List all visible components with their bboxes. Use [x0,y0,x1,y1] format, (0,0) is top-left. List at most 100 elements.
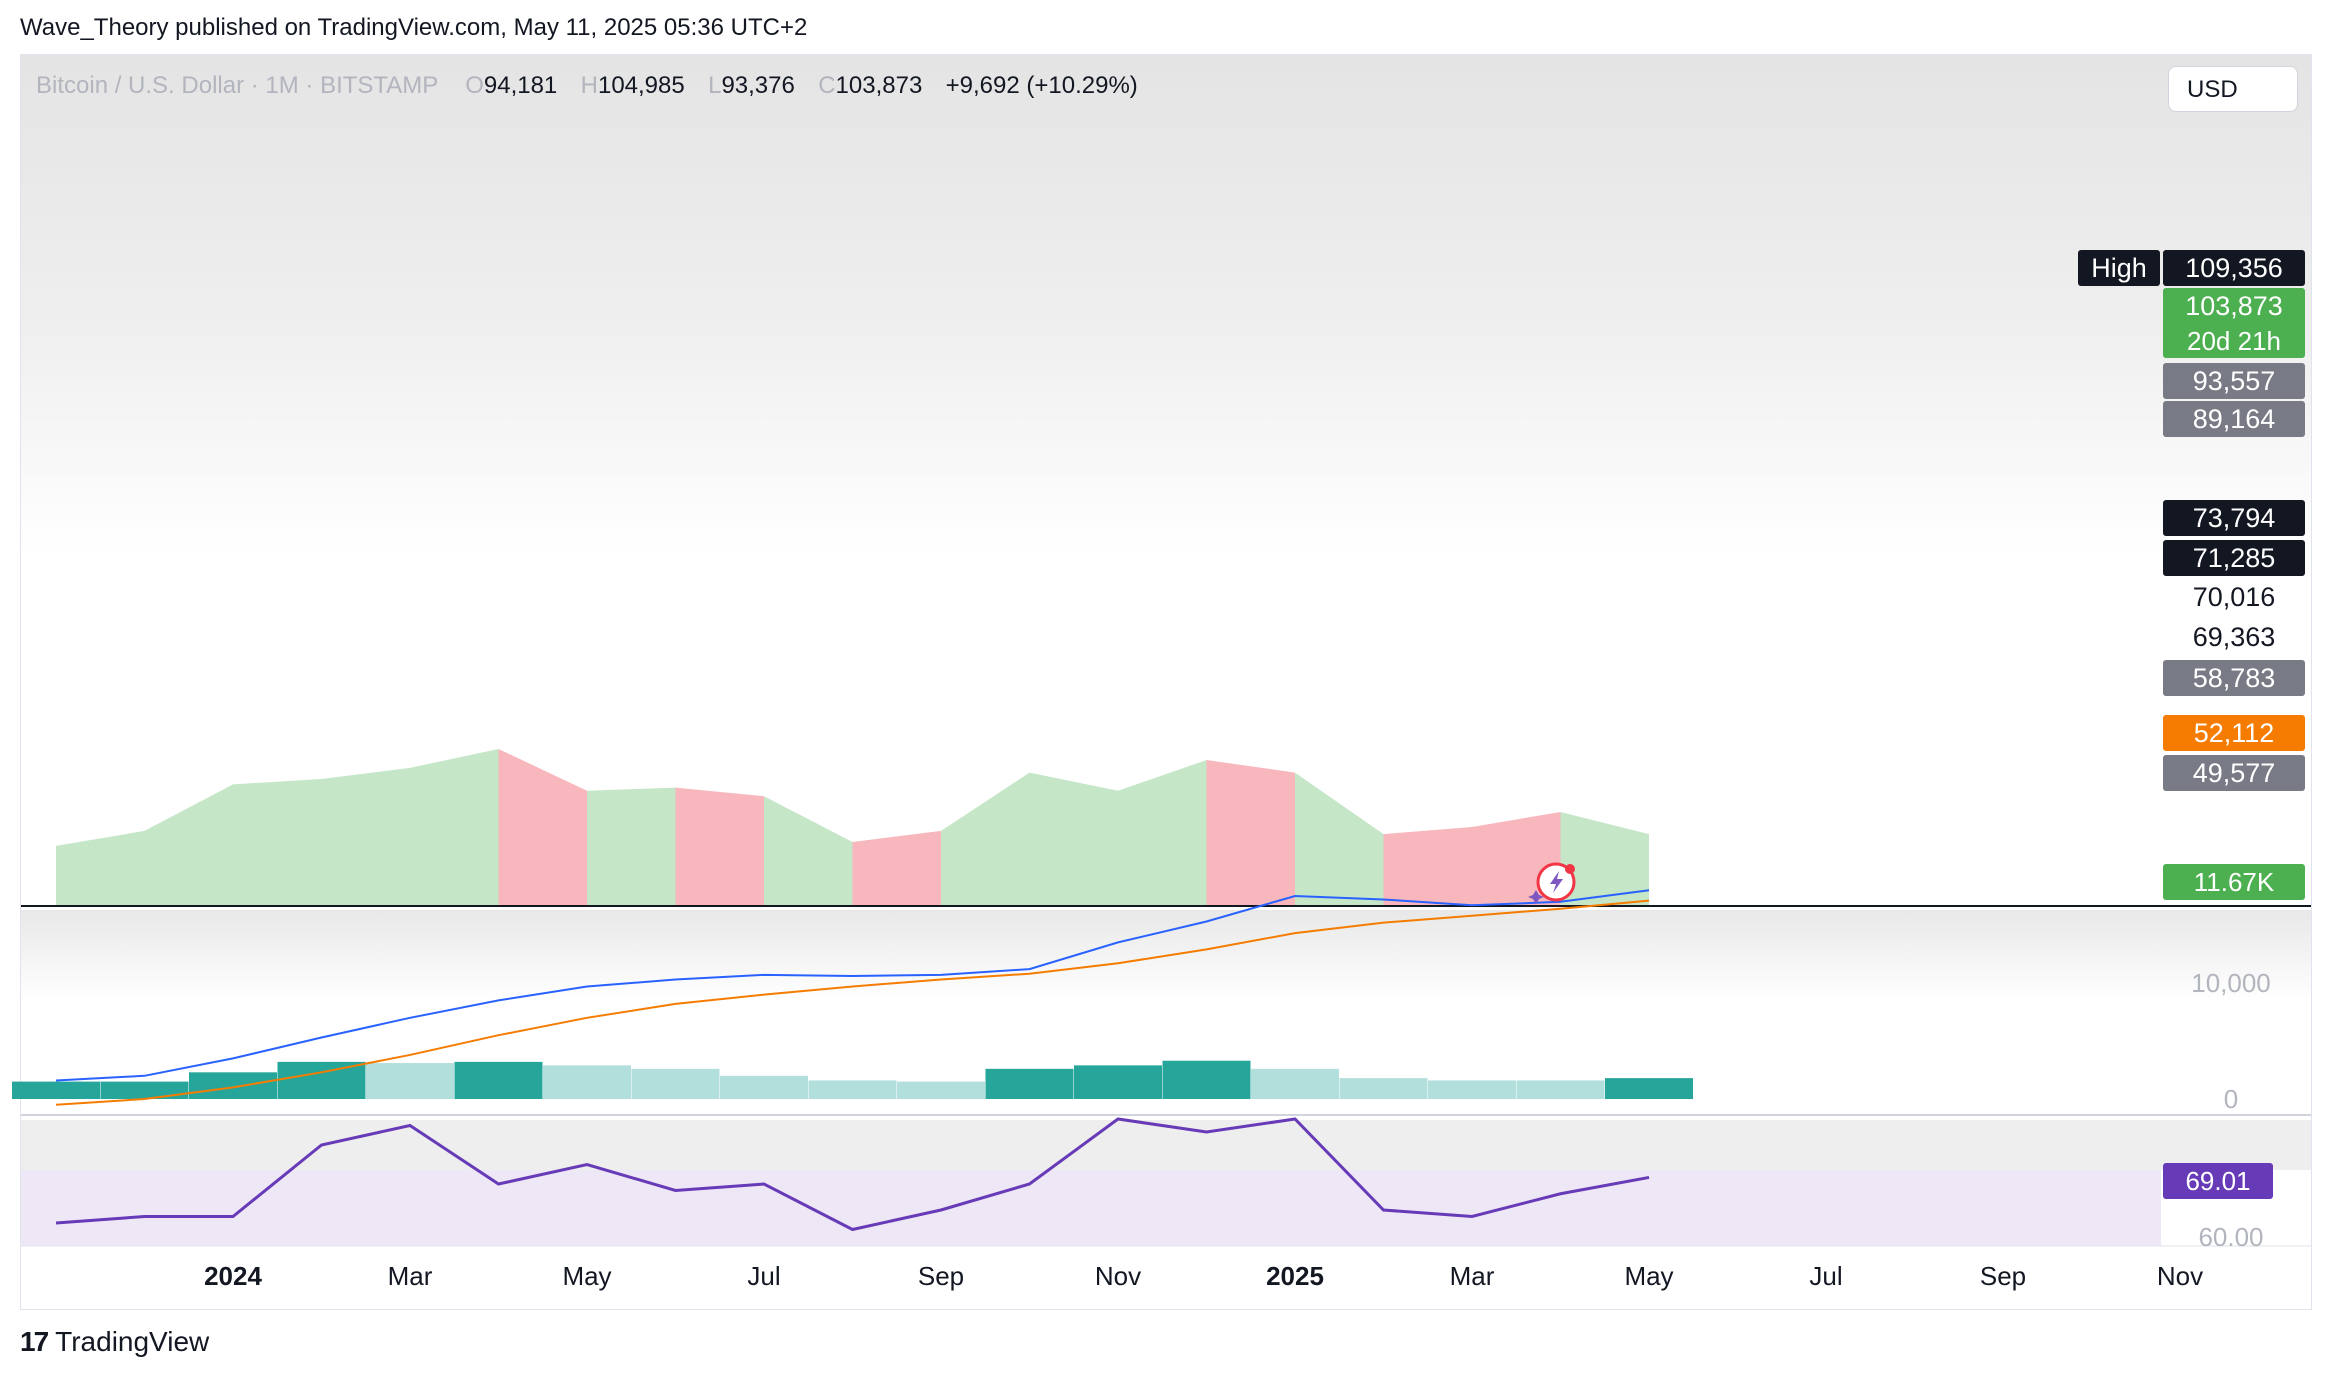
price-tag-value: 73,794 [2193,503,2276,533]
volume-segment [1295,772,1384,905]
volume-tag-box [2163,864,2305,900]
macd-histogram-bar [631,1068,720,1099]
macd-histogram-bar [12,1081,100,1099]
price-tag-value: 103,873 [2185,291,2283,321]
price-tag-value: 109,356 [2185,253,2283,283]
price-tag-box [2163,500,2305,536]
volume-segment [675,787,764,905]
x-axis-tick: 2025 [1266,1261,1324,1291]
price-tag: 70,016 [2163,579,2305,615]
x-axis-tick: Sep [1980,1261,2026,1291]
x-axis-tick: 2024 [204,1261,262,1291]
symbol-legend[interactable]: Bitcoin / U.S. Dollar · 1M · BITSTAMP O 9… [36,72,1138,100]
rsi-tag-value: 69.01 [2185,1166,2250,1196]
price-tag: 73,794 [2163,500,2305,536]
volume-segment [1560,811,1649,905]
change-value: +9,692 (+10.29%) [945,72,1138,99]
price-tags: 109,356 High 103,873 20d 21h 93,557 89,164 73,… [2078,250,2305,1199]
rsi-axis-label: 60.00 [2198,1222,2263,1252]
macd-histogram-bar [1605,1078,1693,1099]
close-value: 103,873 [835,72,923,99]
volume-tag: 11.67K [2163,864,2305,900]
price-tag-value: 93,557 [2193,366,2276,396]
x-axis-tick: May [1624,1261,1673,1291]
price-tag-countdown: 20d 21h [2187,326,2281,356]
x-axis-tick: May [562,1261,611,1291]
low-label: L [708,72,722,99]
low-value: 93,376 [721,72,795,99]
price-tag-box [2163,250,2305,286]
price-tag-value: 69,363 [2193,622,2276,652]
macd-histogram-bar [1162,1060,1251,1099]
volume-segment [56,830,145,905]
price-pane-background [21,55,2311,555]
x-axis-tick: Mar [1450,1261,1495,1291]
macd-axis-label: 0 [2224,1084,2238,1114]
price-tag: 58,783 [2163,660,2305,696]
price-tag: 71,285 [2163,540,2305,576]
macd-histogram-bar [1516,1080,1605,1099]
rsi-tag: 69.01 [2163,1163,2273,1199]
open-label: O [465,72,484,99]
x-axis-tick: Jul [1809,1261,1842,1291]
chart-frame [20,54,2312,1310]
macd-histogram-bar [1074,1065,1162,1099]
price-tag-value: 70,016 [2193,582,2276,612]
macd-axis-label: 10,000 [2191,968,2271,998]
macd-histogram-bar [897,1081,985,1099]
axes: 2024MarMayJulSepNov2025MarMayJulSepNov13… [204,968,2271,1291]
volume-segment [1206,760,1295,905]
volume-segment [1118,760,1207,905]
price-tag-box [2163,579,2305,615]
price-tag-box [2163,363,2305,399]
macd-histogram-bar [985,1068,1074,1099]
x-axis-tick: Jul [747,1261,780,1291]
x-axis-tick: Nov [2157,1261,2203,1291]
volume-segment [852,830,941,905]
price-tag: 69,363 [2163,619,2305,655]
price-tag-value: 58,783 [2193,663,2276,693]
footer[interactable]: 17 TradingView [20,1326,209,1358]
volume-tag-value: 11.67K [2194,867,2275,897]
macd-histogram-bar [808,1080,897,1099]
assistant-icon[interactable] [1528,862,1576,904]
x-axis-tick: Mar [388,1261,433,1291]
currency-button[interactable]: USD [2168,66,2298,112]
volume-segment [321,767,410,905]
price-tag-box [2163,540,2305,576]
symbol-name[interactable]: Bitcoin / U.S. Dollar · 1M · BITSTAMP [36,72,438,99]
volume-segment [144,784,233,905]
price-tag-box [2163,660,2305,696]
rsi-band [21,1170,2161,1246]
price-tag-value: 89,164 [2193,404,2276,434]
rsi-line [55,1117,1650,1232]
publisher-line: Wave_Theory published on TradingView.com… [20,14,808,41]
macd-indicator [12,889,1693,1106]
volume-segment [587,787,676,905]
signal-line [55,899,1650,1106]
volume-segment [233,778,322,905]
macd-histogram-bar [454,1061,543,1099]
macd-histogram-bar [543,1065,631,1099]
rsi-indicator [55,1117,1650,1232]
macd-histogram-bar [277,1061,366,1099]
price-tag-value: 49,577 [2193,758,2276,788]
macd-histogram-bar [1428,1080,1516,1099]
price-tag-box [2163,401,2305,437]
x-axis-tick: Nov [1095,1261,1141,1291]
close-label: C [818,72,836,99]
macd-histogram-bar [1339,1078,1428,1099]
macd-histogram-bar [720,1075,808,1099]
volume-segment [498,748,587,905]
macd-line [55,889,1650,1082]
tradingview-logo-icon: 17 [20,1326,49,1357]
volume-segment [764,796,853,905]
price-tag-box [2163,715,2305,751]
price-tag-box [2163,288,2305,358]
price-tag: 52,112 [2163,715,2305,751]
price-tag: 93,557 [2163,363,2305,399]
volume-area [56,748,1649,905]
price-tag: 109,356 High [2078,250,2305,286]
price-tag: 49,577 [2163,755,2305,791]
